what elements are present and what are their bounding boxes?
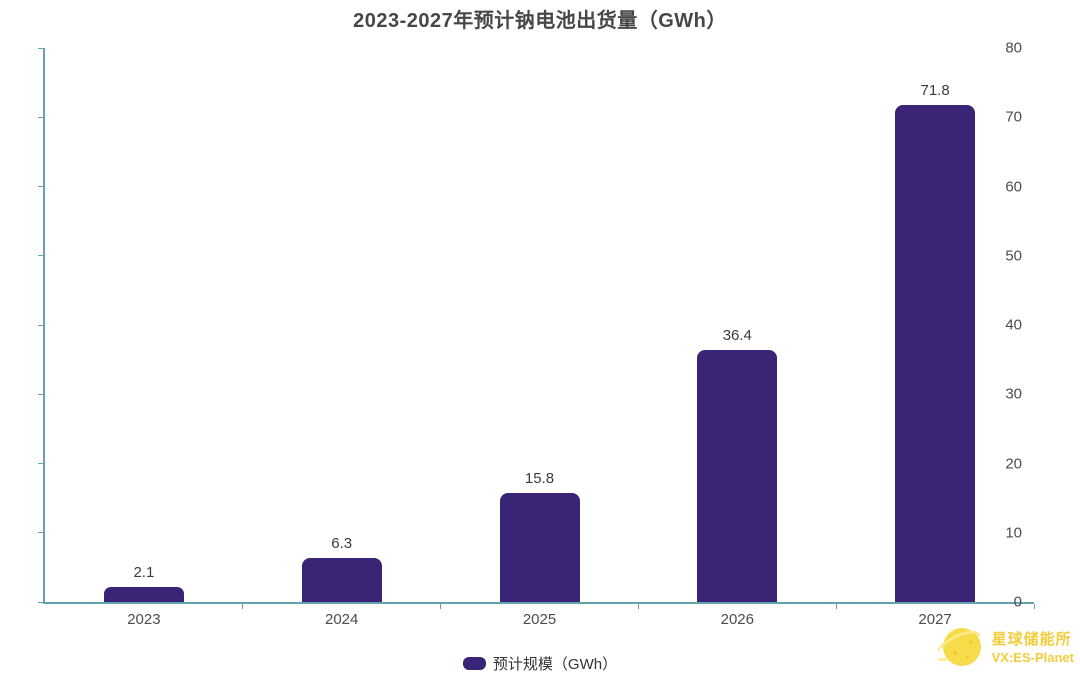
legend-label: 预计规模（GWh） (492, 656, 618, 673)
bar-value-label: 6.3 (331, 535, 353, 553)
x-axis-tick (1033, 604, 1035, 609)
y-axis-tick (38, 601, 43, 603)
y-axis-tick (38, 116, 43, 118)
x-axis-label: 2027 (918, 611, 952, 628)
x-axis-label: 2026 (720, 611, 754, 628)
y-axis-tick (38, 47, 43, 49)
chart-title: 2023-2027年预计钠电池出货量（GWh） (353, 10, 727, 32)
y-axis-tick-label: 10 (1005, 524, 1022, 542)
y-axis-tick-label: 50 (1005, 247, 1022, 265)
y-axis-tick (38, 532, 43, 534)
y-axis-tick-label: 80 (1005, 39, 1022, 57)
x-axis-tick (835, 604, 837, 609)
x-axis-label: 2025 (522, 611, 557, 628)
watermark-brand: 星球储能所 (991, 631, 1072, 648)
bar-value-label: 36.4 (722, 326, 752, 344)
bar (697, 349, 778, 602)
x-axis-label: 2023 (127, 611, 161, 628)
y-axis-tick-label: 40 (1005, 316, 1022, 334)
y-axis-tick-label: 60 (1005, 178, 1022, 195)
bar-value-label: 15.8 (524, 469, 555, 487)
y-axis-tick (38, 255, 43, 257)
x-axis-label: 2024 (325, 611, 359, 628)
y-axis-tick-label: 70 (1005, 108, 1022, 126)
plot-area: 0 10 20 30 40 50 60 70 80 2.1 2023 6.3 2024 15.8 2025 3… (38, 40, 1035, 628)
y-axis-tick (38, 186, 43, 187)
watermark-text: 星球储能所 VX:ES-Planet (992, 631, 1074, 666)
bar (301, 558, 382, 602)
legend: 预计规模（GWh） (0, 653, 1080, 674)
watermark-handle: VX:ES-Planet (991, 649, 1074, 665)
bar (103, 587, 184, 602)
y-axis-tick (38, 393, 43, 395)
x-axis-tick (440, 604, 442, 609)
bar-value-label: 2.1 (133, 564, 155, 582)
y-axis-tick-label: 20 (1005, 455, 1022, 472)
y-axis-tick (38, 324, 43, 326)
watermark: 星球储能所 VX:ES-Planet (934, 622, 1074, 675)
bar (499, 492, 580, 602)
x-axis-tick (637, 604, 639, 609)
y-axis-tick-label: 0 (1013, 593, 1022, 611)
y-axis-tick (38, 463, 43, 464)
bar (895, 104, 976, 602)
bar-value-label: 71.8 (920, 81, 950, 99)
planet-logo-icon (934, 622, 986, 675)
legend-swatch-icon (462, 657, 486, 670)
x-axis-tick (242, 604, 244, 609)
y-axis-tick-label: 30 (1005, 385, 1022, 403)
